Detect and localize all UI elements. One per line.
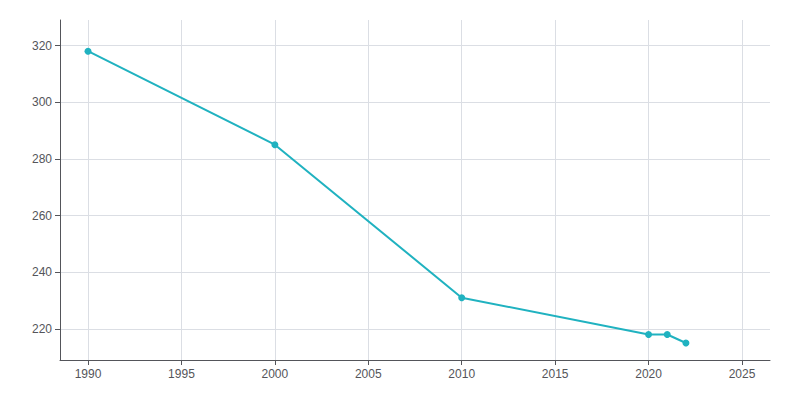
svg-text:300: 300: [32, 95, 52, 109]
svg-text:1995: 1995: [168, 367, 195, 381]
svg-text:220: 220: [32, 322, 52, 336]
svg-text:320: 320: [32, 39, 52, 53]
svg-text:2010: 2010: [448, 367, 475, 381]
svg-text:1990: 1990: [75, 367, 102, 381]
svg-text:260: 260: [32, 209, 52, 223]
svg-text:280: 280: [32, 152, 52, 166]
svg-text:2005: 2005: [355, 367, 382, 381]
svg-text:2015: 2015: [542, 367, 569, 381]
svg-text:2000: 2000: [262, 367, 289, 381]
svg-text:2025: 2025: [729, 367, 756, 381]
svg-text:240: 240: [32, 265, 52, 279]
svg-text:2020: 2020: [635, 367, 662, 381]
